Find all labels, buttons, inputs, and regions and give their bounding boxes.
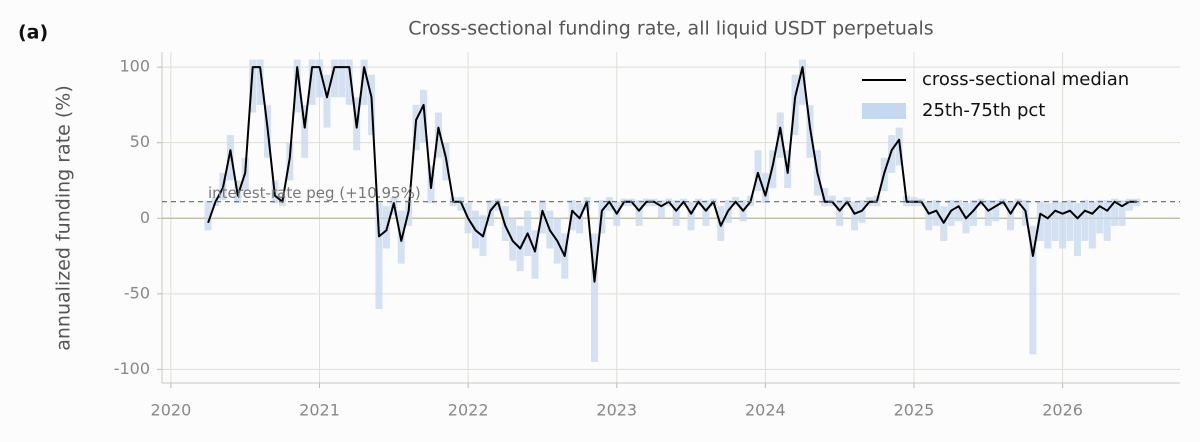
iqr-band — [1059, 201, 1067, 249]
iqr-band — [992, 200, 1000, 222]
iqr-band — [1036, 201, 1044, 241]
iqr-band — [1007, 201, 1015, 231]
iqr-band — [538, 200, 546, 234]
iqr-band — [1044, 203, 1052, 249]
iqr-band — [330, 59, 338, 98]
x-tick-label: 2022 — [448, 401, 489, 420]
iqr-band — [1066, 200, 1074, 241]
iqr-band — [1133, 198, 1141, 207]
iqr-band — [947, 200, 955, 226]
x-tick-label: 2023 — [596, 401, 637, 420]
y-tick-label: 100 — [119, 57, 150, 76]
iqr-band — [1081, 200, 1089, 241]
iqr-band — [1096, 200, 1104, 234]
chart-title: Cross-sectional funding rate, all liquid… — [408, 18, 933, 40]
iqr-band — [932, 200, 940, 226]
iqr-band — [204, 201, 212, 231]
panel-label: (a) — [18, 22, 48, 44]
iqr-band — [249, 59, 257, 113]
iqr-band — [1073, 203, 1081, 257]
iqr-band — [1125, 198, 1133, 211]
x-tick-label: 2025 — [894, 401, 935, 420]
iqr-band — [590, 233, 598, 362]
median-line — [207, 66, 1137, 283]
iqr-band — [420, 89, 428, 143]
legend-swatch — [862, 103, 906, 119]
iqr-band — [1088, 201, 1096, 249]
iqr-band — [531, 230, 539, 279]
iqr-band — [316, 59, 324, 98]
y-tick-label: -100 — [114, 359, 150, 378]
legend-label: 25th-75th pct — [922, 100, 1045, 121]
iqr-band — [799, 59, 807, 105]
legend-label: cross-sectional median — [922, 69, 1129, 90]
iqr-band — [761, 172, 769, 204]
iqr-band — [1103, 200, 1111, 241]
iqr-band — [1118, 200, 1126, 226]
iqr-band — [1111, 198, 1119, 226]
x-tick-label: 2026 — [1042, 401, 1083, 420]
iqr-band — [969, 200, 977, 226]
iqr-band — [360, 59, 368, 105]
y-tick-label: -50 — [124, 283, 150, 302]
iqr-band — [338, 59, 346, 98]
iqr-band — [301, 104, 309, 158]
iqr-band — [776, 112, 784, 158]
iqr-band — [605, 197, 613, 211]
iqr-band — [888, 135, 896, 173]
iqr-band — [256, 59, 264, 105]
y-axis-label: annualized funding rate (%) — [53, 85, 75, 351]
iqr-band — [226, 135, 234, 181]
iqr-band — [375, 203, 383, 309]
iqr-band — [657, 200, 665, 219]
y-tick-label: 0 — [140, 208, 150, 227]
iqr-band — [635, 200, 643, 226]
x-tick-label: 2020 — [151, 401, 192, 420]
iqr-band — [702, 200, 710, 226]
y-tick-label: 50 — [130, 132, 150, 151]
x-tick-label: 2024 — [745, 401, 786, 420]
iqr-band — [754, 150, 762, 192]
iqr-band — [821, 188, 829, 207]
iqr-band — [836, 200, 844, 226]
iqr-band — [345, 59, 353, 105]
iqr-band — [1051, 200, 1059, 241]
x-tick-label: 2021 — [299, 401, 340, 420]
iqr-band — [984, 200, 992, 226]
iqr-band — [687, 201, 695, 231]
iqr-band — [851, 201, 859, 231]
iqr-band — [672, 200, 680, 226]
peg-label: interest-rate peg (+10.95%) — [208, 184, 421, 202]
iqr-band — [925, 201, 933, 231]
iqr-band — [955, 200, 963, 222]
iqr-band — [1029, 225, 1037, 355]
iqr-band — [323, 74, 331, 128]
iqr-band — [293, 59, 301, 113]
iqr-band — [308, 59, 316, 105]
